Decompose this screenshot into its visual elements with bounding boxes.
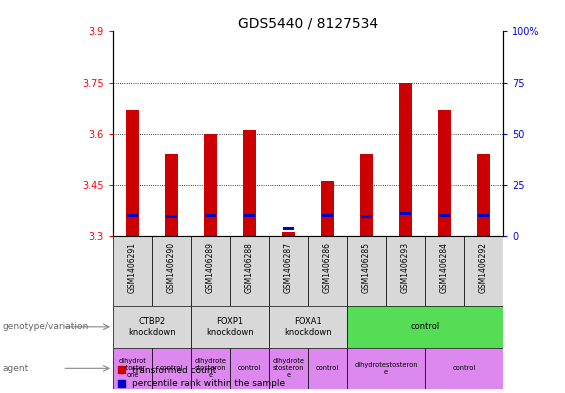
Bar (113, 347, 152, 389)
Bar (347, 306, 503, 347)
Text: GSM1406292: GSM1406292 (479, 242, 488, 293)
Bar (152, 236, 191, 306)
Text: GSM1406284: GSM1406284 (440, 242, 449, 293)
Bar (437, 110, 451, 236)
Bar (320, 181, 334, 236)
Bar (347, 236, 386, 306)
Bar (477, 214, 489, 217)
Bar (269, 347, 308, 389)
Bar (164, 154, 179, 236)
Bar (425, 236, 464, 306)
Bar (476, 154, 490, 236)
Bar (230, 236, 269, 306)
Bar (308, 347, 347, 389)
Title: GDS5440 / 8127534: GDS5440 / 8127534 (238, 16, 378, 30)
Bar (282, 227, 294, 230)
Bar (281, 232, 295, 236)
Text: agent: agent (3, 364, 29, 373)
Bar (399, 212, 411, 215)
Bar (398, 83, 412, 236)
Bar (308, 236, 347, 306)
Text: GSM1406293: GSM1406293 (401, 242, 410, 293)
Text: dihydrote
stosteron
e: dihydrote stosteron e (272, 358, 305, 378)
Text: control: control (160, 365, 183, 371)
Text: dihydrot
estoster
one: dihydrot estoster one (119, 358, 146, 378)
Bar (269, 236, 308, 306)
Bar (113, 306, 191, 347)
Text: GSM1406285: GSM1406285 (362, 242, 371, 293)
Bar (203, 134, 218, 236)
Bar (152, 347, 191, 389)
Text: GSM1406286: GSM1406286 (323, 242, 332, 293)
Text: FOXP1
knockdown: FOXP1 knockdown (206, 317, 254, 336)
Bar (242, 130, 257, 236)
Text: control: control (238, 365, 261, 371)
Bar (347, 347, 425, 389)
Text: control: control (452, 365, 476, 371)
Bar (321, 214, 333, 217)
Text: genotype/variation: genotype/variation (3, 322, 89, 331)
Text: GSM1406291: GSM1406291 (128, 242, 137, 293)
Bar (205, 214, 216, 217)
Bar (230, 347, 269, 389)
Bar (191, 347, 230, 389)
Text: control: control (316, 365, 339, 371)
Bar (113, 236, 152, 306)
Bar (244, 214, 255, 217)
Bar (360, 215, 372, 218)
Text: GSM1406287: GSM1406287 (284, 242, 293, 293)
Bar (166, 215, 177, 218)
Bar (125, 110, 140, 236)
Text: GSM1406288: GSM1406288 (245, 242, 254, 293)
Bar (359, 154, 373, 236)
Text: FOXA1
knockdown: FOXA1 knockdown (284, 317, 332, 336)
Text: GSM1406289: GSM1406289 (206, 242, 215, 293)
Text: GSM1406290: GSM1406290 (167, 242, 176, 293)
Bar (425, 347, 503, 389)
Text: CTBP2
knockdown: CTBP2 knockdown (128, 317, 176, 336)
Text: control: control (410, 322, 440, 331)
Bar (386, 236, 425, 306)
Bar (191, 306, 269, 347)
Text: dihydrotestosteron
e: dihydrotestosteron e (354, 362, 418, 375)
Bar (438, 214, 450, 217)
Bar (191, 236, 230, 306)
Text: dihydrote
stosteron
e: dihydrote stosteron e (194, 358, 227, 378)
Bar (127, 214, 138, 217)
Legend: transformed count, percentile rank within the sample: transformed count, percentile rank withi… (118, 366, 285, 389)
Bar (269, 306, 347, 347)
Bar (464, 236, 503, 306)
